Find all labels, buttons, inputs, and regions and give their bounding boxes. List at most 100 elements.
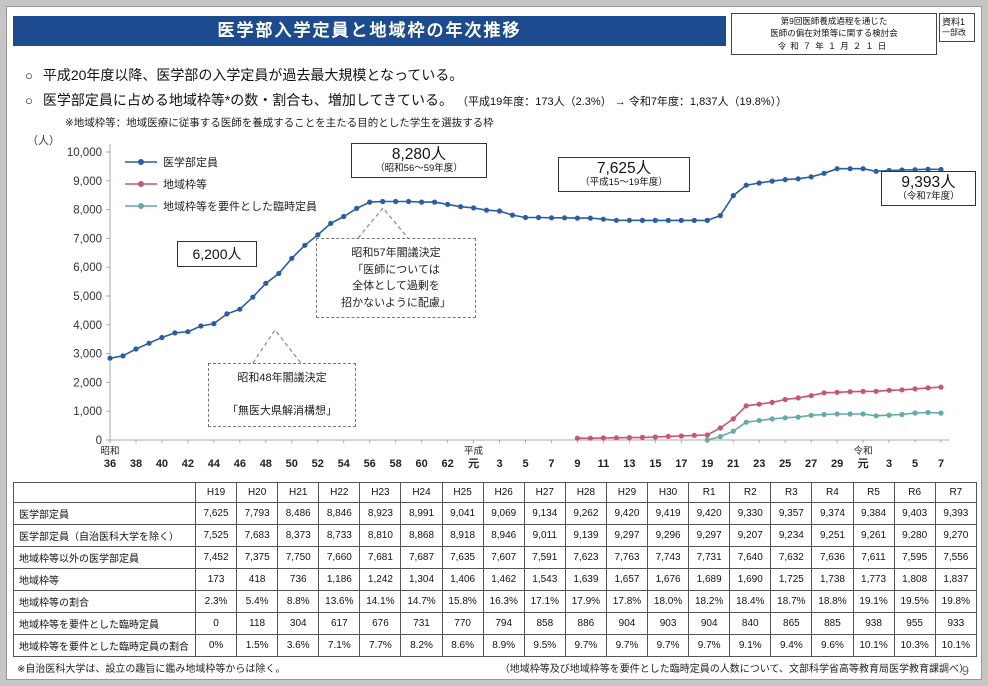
- data-point: [367, 199, 373, 205]
- table-cell: 17.1%: [523, 590, 566, 613]
- x-tick-label: 17: [675, 458, 687, 470]
- data-point: [471, 205, 477, 211]
- data-point: [717, 213, 723, 219]
- data-point: [120, 353, 126, 359]
- table-cell: 8,946: [482, 524, 525, 547]
- document-number: 資料1: [942, 17, 966, 27]
- table-cell: 10.3%: [893, 634, 936, 657]
- table-cell: 7,640: [729, 546, 772, 569]
- table-cell: 9,134: [523, 502, 566, 525]
- table-cell: 9,420: [688, 502, 731, 525]
- data-point: [808, 174, 814, 180]
- data-point: [561, 215, 568, 221]
- data-point: [185, 329, 191, 335]
- table-cell: 9,261: [852, 524, 895, 547]
- table-cell: 904: [605, 612, 649, 635]
- table-cell: 14.7%: [400, 590, 443, 613]
- table-cell: 19.1%: [852, 590, 895, 613]
- data-point: [847, 166, 853, 172]
- table-cell: 955: [893, 612, 936, 635]
- table-row: 地域枠等を要件とした臨時定員 0 118 304 617 676 731 770 794 858 8…: [13, 612, 978, 635]
- table-cell: 9.7%: [688, 634, 731, 657]
- x-tick-label: 62: [441, 458, 453, 470]
- table-header-cell: H23: [359, 482, 402, 503]
- data-point: [665, 433, 671, 439]
- table-cell: 8,846: [318, 502, 361, 525]
- table-header-cell: R1: [688, 482, 731, 503]
- table-cell: 1,639: [564, 568, 607, 591]
- data-point: [834, 411, 840, 417]
- data-point: [743, 403, 749, 409]
- data-point: [704, 217, 710, 223]
- table-row-label: 地域枠等を要件とした臨時定員の割合: [13, 634, 196, 657]
- table-cell: 9.6%: [811, 634, 854, 657]
- data-point: [795, 395, 801, 401]
- data-point: [276, 270, 282, 277]
- table-cell: 18.4%: [729, 590, 772, 613]
- table-cell: 13.6%: [318, 590, 361, 613]
- data-point: [808, 393, 814, 399]
- data-point: [665, 217, 671, 223]
- page-number: 9: [961, 663, 969, 678]
- slide: 医学部入学定員と地域枠の年次推移 第9回医師養成過程を通じた 医師の偏在対策等に…: [6, 6, 982, 680]
- data-point: [289, 255, 295, 261]
- data-point: [574, 215, 581, 221]
- cabinet-decision-s48-callout: 昭和48年閣議決定 「無医大県解消構想」: [208, 363, 356, 427]
- table-cell: 1,676: [647, 568, 690, 591]
- data-point: [211, 321, 217, 327]
- data-point: [691, 432, 697, 438]
- table-cell: 858: [523, 612, 566, 635]
- table-header-cell: R7: [934, 482, 978, 503]
- x-era-label: 平成: [464, 445, 484, 457]
- y-tick-label: 0: [96, 435, 102, 447]
- table-cell: 1,406: [441, 568, 484, 591]
- data-point: [652, 434, 658, 440]
- data-point: [795, 176, 801, 182]
- y-tick-label: 6,000: [73, 262, 102, 274]
- data-point: [691, 217, 697, 223]
- table-cell: 8.8%: [277, 590, 320, 613]
- data-point: [587, 215, 594, 221]
- table-cell: 9,251: [811, 524, 854, 547]
- table-cell: 1,690: [729, 568, 772, 591]
- table-cell: 18.7%: [770, 590, 813, 613]
- annotation-8280: 8,280人 （昭和56～59年度）: [351, 143, 487, 178]
- table-cell: 17.9%: [564, 590, 607, 613]
- table-cell: 9,419: [647, 502, 690, 525]
- table-cell: 794: [482, 612, 525, 635]
- data-point: [782, 177, 788, 183]
- x-tick-label: 23: [753, 458, 765, 470]
- table-header-cell: R6: [893, 482, 936, 503]
- table-cell: 9.4%: [770, 634, 813, 657]
- data-point: [678, 433, 684, 439]
- table-cell: 9,420: [605, 502, 649, 525]
- x-tick-label: 5: [522, 458, 528, 470]
- data-point: [769, 416, 775, 422]
- table-cell: 18.8%: [811, 590, 854, 613]
- data-point: [834, 166, 840, 172]
- table-cell: 9,384: [852, 502, 895, 525]
- table-cell: 9,280: [893, 524, 936, 547]
- table-cell: 18.0%: [647, 590, 690, 613]
- table-header-row: H19 H20 H21 H22 H23 H24 H25 H26 H27 H28 H29 H30 R1 R2…: [13, 482, 978, 503]
- table-cell: 1,543: [523, 568, 566, 591]
- table-cell: 1,738: [811, 568, 854, 591]
- table-cell: 904: [688, 612, 731, 635]
- table-cell: 15.8%: [441, 590, 484, 613]
- table-cell: 9,041: [441, 502, 484, 525]
- data-point: [509, 212, 516, 218]
- table-row-label: 地域枠等: [13, 568, 196, 591]
- data-point: [496, 208, 503, 214]
- data-point: [600, 216, 607, 222]
- data-point: [574, 435, 581, 441]
- data-point: [847, 389, 853, 395]
- data-point: [380, 198, 386, 205]
- legend-label: 医学部定員: [163, 155, 218, 169]
- data-point: [302, 242, 308, 248]
- trend-chart-canvas: （人） 0 1,000 2,000 3,000 4,000 5,000 6,000 7,000 8…: [27, 134, 949, 470]
- series-line: [577, 386, 942, 440]
- table-cell: 9,011: [523, 524, 566, 547]
- data-point: [172, 330, 178, 336]
- data-point: [587, 435, 594, 441]
- summary-bullets: ○ 平成20年度以降、医学部の入学定員が過去最大規模となっている。 ○ 医学部定…: [25, 65, 969, 130]
